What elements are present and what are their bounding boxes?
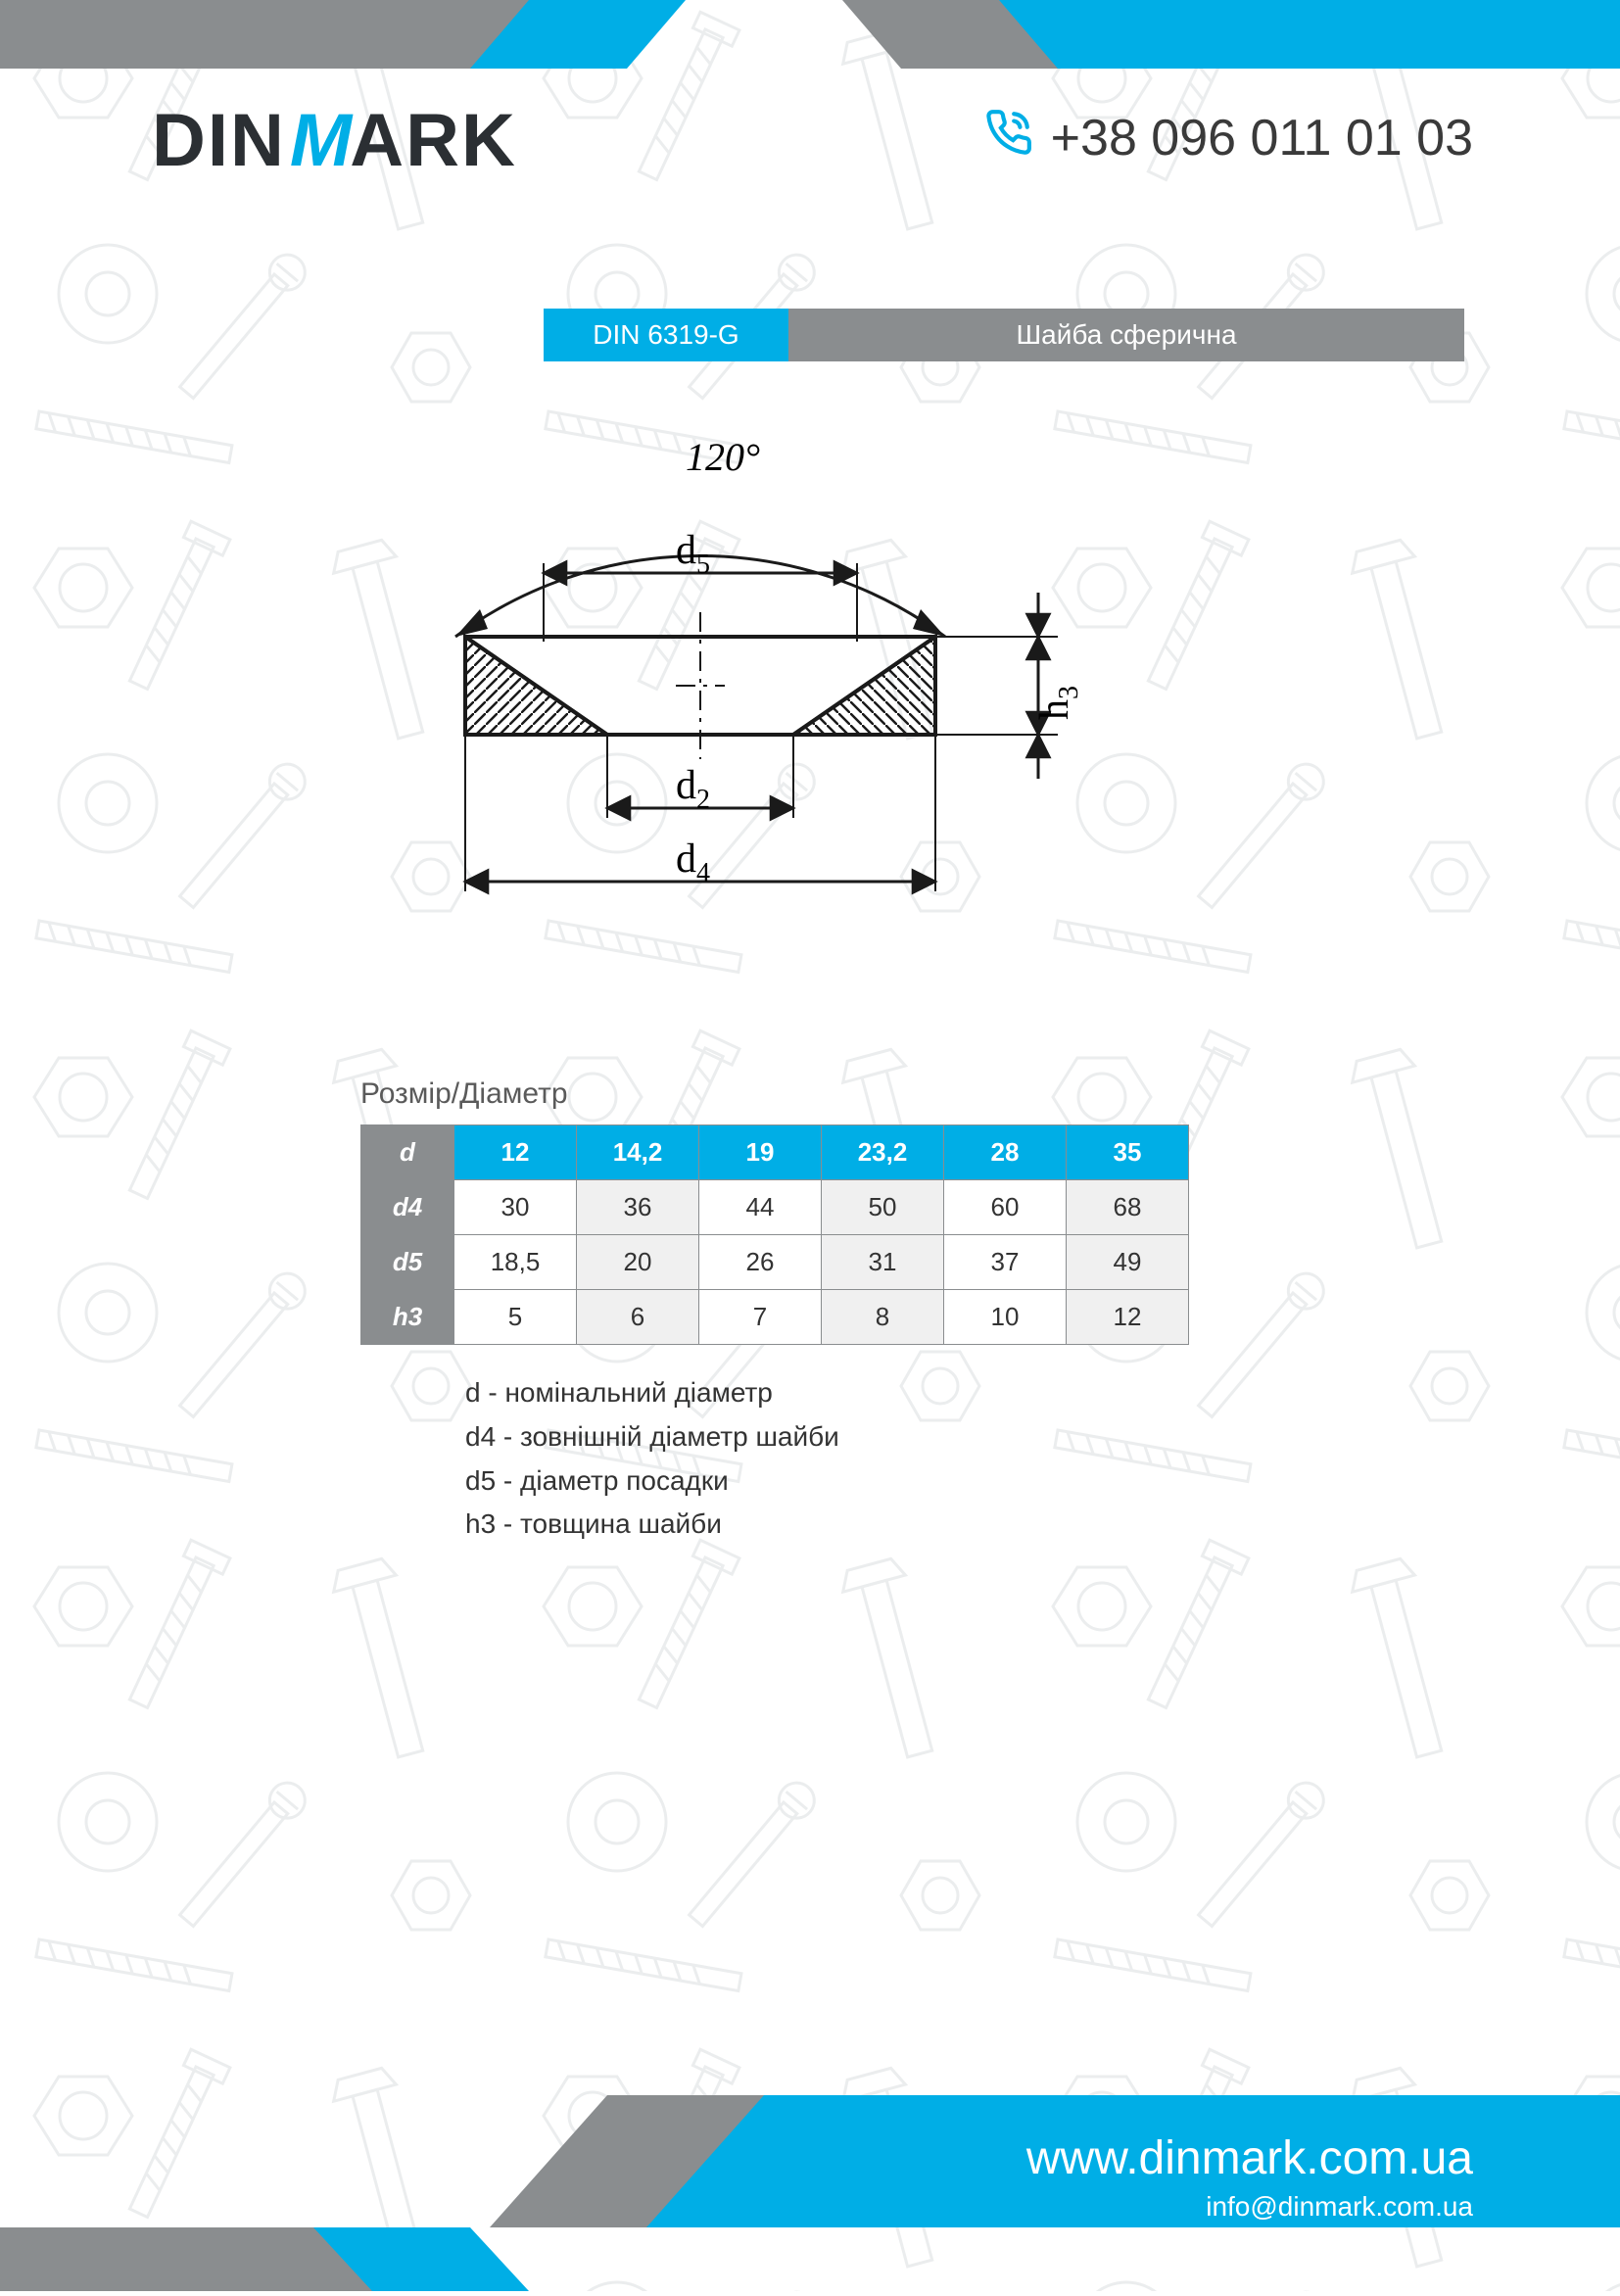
cell: 20 [577, 1235, 699, 1290]
cell: 12 [454, 1125, 577, 1180]
legend-line: d5 - діаметр посадки [465, 1459, 839, 1504]
d4-label: d [676, 837, 696, 882]
logo-mid: M [286, 99, 350, 182]
logo-post: ARK [350, 99, 517, 182]
footer-url: www.dinmark.com.ua [1026, 2131, 1473, 2185]
cell: 7 [699, 1290, 822, 1345]
cell: 44 [699, 1180, 822, 1235]
legend: d - номінальний діаметр d4 - зовнішній д… [465, 1371, 839, 1547]
d2-label: d [676, 763, 696, 808]
page-header: DINMARK +38 096 011 01 03 [0, 0, 1620, 235]
washer-diagram: 120° d5 d2 [392, 431, 1126, 940]
table-row: d 12 14,2 19 23,2 28 35 [361, 1125, 1189, 1180]
cell: 31 [822, 1235, 944, 1290]
logo-pre: DIN [152, 99, 286, 182]
legend-line: h3 - товщина шайби [465, 1503, 839, 1547]
table-caption: Розмір/Діаметр [360, 1077, 568, 1111]
cell: 14,2 [577, 1125, 699, 1180]
cell: 19 [699, 1125, 822, 1180]
title-name: Шайба сферична [788, 309, 1464, 361]
svg-text:d4: d4 [676, 837, 710, 888]
table-row: d5 18,5 20 26 31 37 49 [361, 1235, 1189, 1290]
row-label: d5 [361, 1235, 454, 1290]
cell: 12 [1067, 1290, 1189, 1345]
brand-logo: DINMARK [152, 98, 517, 183]
table-row: d4 30 36 44 50 60 68 [361, 1180, 1189, 1235]
legend-line: d - номінальний діаметр [465, 1371, 839, 1415]
phone-number: +38 096 011 01 03 [1051, 109, 1473, 167]
cell: 37 [944, 1235, 1067, 1290]
footer-text: www.dinmark.com.ua info@dinmark.com.ua [1026, 2131, 1473, 2223]
svg-text:d5: d5 [676, 528, 710, 580]
d5-sub: 5 [696, 550, 710, 580]
row-label: h3 [361, 1290, 454, 1345]
cell: 28 [944, 1125, 1067, 1180]
cell: 36 [577, 1180, 699, 1235]
table-row: h3 5 6 7 8 10 12 [361, 1290, 1189, 1345]
cell: 18,5 [454, 1235, 577, 1290]
cell: 10 [944, 1290, 1067, 1345]
cell: 50 [822, 1180, 944, 1235]
footer-email: info@dinmark.com.ua [1026, 2191, 1473, 2223]
d2-sub: 2 [696, 785, 710, 815]
d4-sub: 4 [696, 858, 710, 888]
cell: 8 [822, 1290, 944, 1345]
svg-text:d2: d2 [676, 763, 710, 815]
cell: 6 [577, 1290, 699, 1345]
row-label: d [361, 1125, 454, 1180]
cell: 49 [1067, 1235, 1189, 1290]
header-phone: +38 096 011 01 03 [984, 108, 1473, 167]
h3-label: h [1032, 699, 1077, 720]
row-label: d4 [361, 1180, 454, 1235]
h3-sub: 3 [1054, 686, 1084, 699]
title-code: DIN 6319-G [544, 309, 788, 361]
page-footer: www.dinmark.com.ua info@dinmark.com.ua [0, 2076, 1620, 2291]
svg-text:h3: h3 [1032, 686, 1084, 720]
angle-label: 120° [686, 435, 760, 479]
cell: 68 [1067, 1180, 1189, 1235]
cell: 5 [454, 1290, 577, 1345]
phone-icon [984, 108, 1033, 167]
spec-table: d 12 14,2 19 23,2 28 35 d4 30 36 44 50 6… [360, 1124, 1189, 1345]
cell: 26 [699, 1235, 822, 1290]
cell: 60 [944, 1180, 1067, 1235]
cell: 35 [1067, 1125, 1189, 1180]
header-stripes [0, 0, 1620, 69]
cell: 23,2 [822, 1125, 944, 1180]
legend-line: d4 - зовнішній діаметр шайби [465, 1415, 839, 1459]
cell: 30 [454, 1180, 577, 1235]
title-bar: DIN 6319-G Шайба сферична [544, 309, 1464, 361]
d5-label: d [676, 528, 696, 573]
